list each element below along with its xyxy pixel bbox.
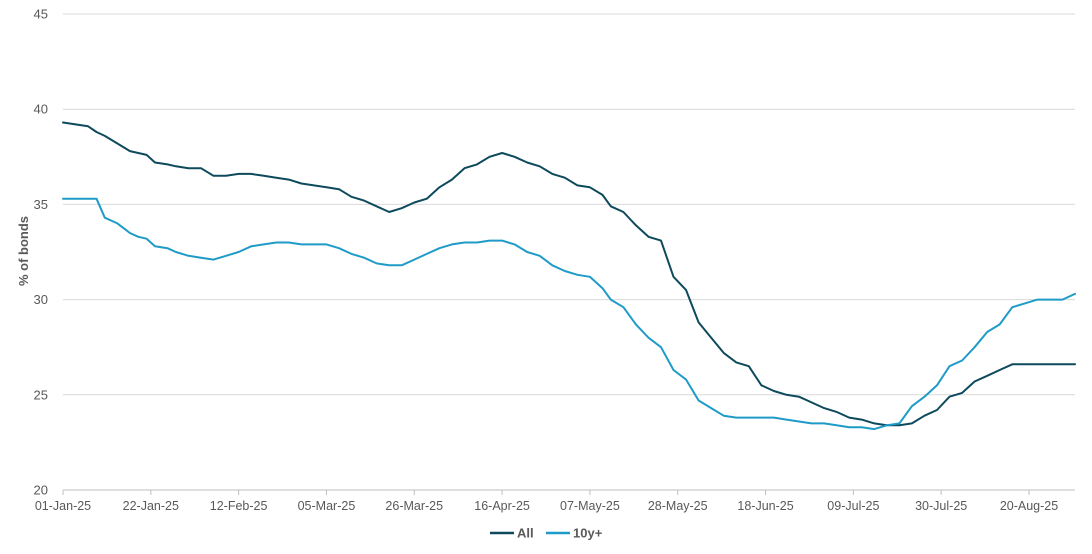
y-tick-label: 45 xyxy=(34,7,48,22)
x-tick-label: 30-Jul-25 xyxy=(915,499,967,513)
x-axis-tick-labels: 01-Jan-25 22-Jan-25 12-Feb-25 05-Mar-25 26-M… xyxy=(35,490,1058,513)
legend: All 10y+ xyxy=(490,526,603,541)
x-tick-label: 22-Jan-25 xyxy=(123,499,179,513)
series-line-10y-plus xyxy=(62,197,1076,431)
x-tick-label: 28-May-25 xyxy=(648,499,708,513)
x-tick-label: 09-Jul-25 xyxy=(827,499,879,513)
x-tick-label: 16-Apr-25 xyxy=(474,499,530,513)
y-tick-label: 25 xyxy=(34,387,48,402)
y-tick-label: 35 xyxy=(34,197,48,212)
x-tick-label: 07-May-25 xyxy=(560,499,620,513)
gridlines xyxy=(63,13,1075,396)
x-tick-label: 12-Feb-25 xyxy=(210,499,268,513)
x-tick-label: 01-Jan-25 xyxy=(35,499,91,513)
x-tick-label: 26-Mar-25 xyxy=(385,499,443,513)
series-line-all xyxy=(62,121,1076,427)
series-lines xyxy=(62,121,1076,431)
y-axis-tick-labels: 20 25 30 35 40 45 xyxy=(34,7,48,498)
y-tick-label: 40 xyxy=(34,102,48,117)
y-axis-label: % of bonds xyxy=(16,216,31,286)
x-tick-label: 05-Mar-25 xyxy=(298,499,356,513)
legend-label: 10y+ xyxy=(573,526,603,541)
y-tick-label: 30 xyxy=(34,292,48,307)
y-tick-label: 20 xyxy=(34,483,48,498)
legend-label: All xyxy=(517,526,534,541)
x-tick-label: 20-Aug-25 xyxy=(1000,499,1058,513)
x-tick-label: 18-Jun-25 xyxy=(737,499,793,513)
